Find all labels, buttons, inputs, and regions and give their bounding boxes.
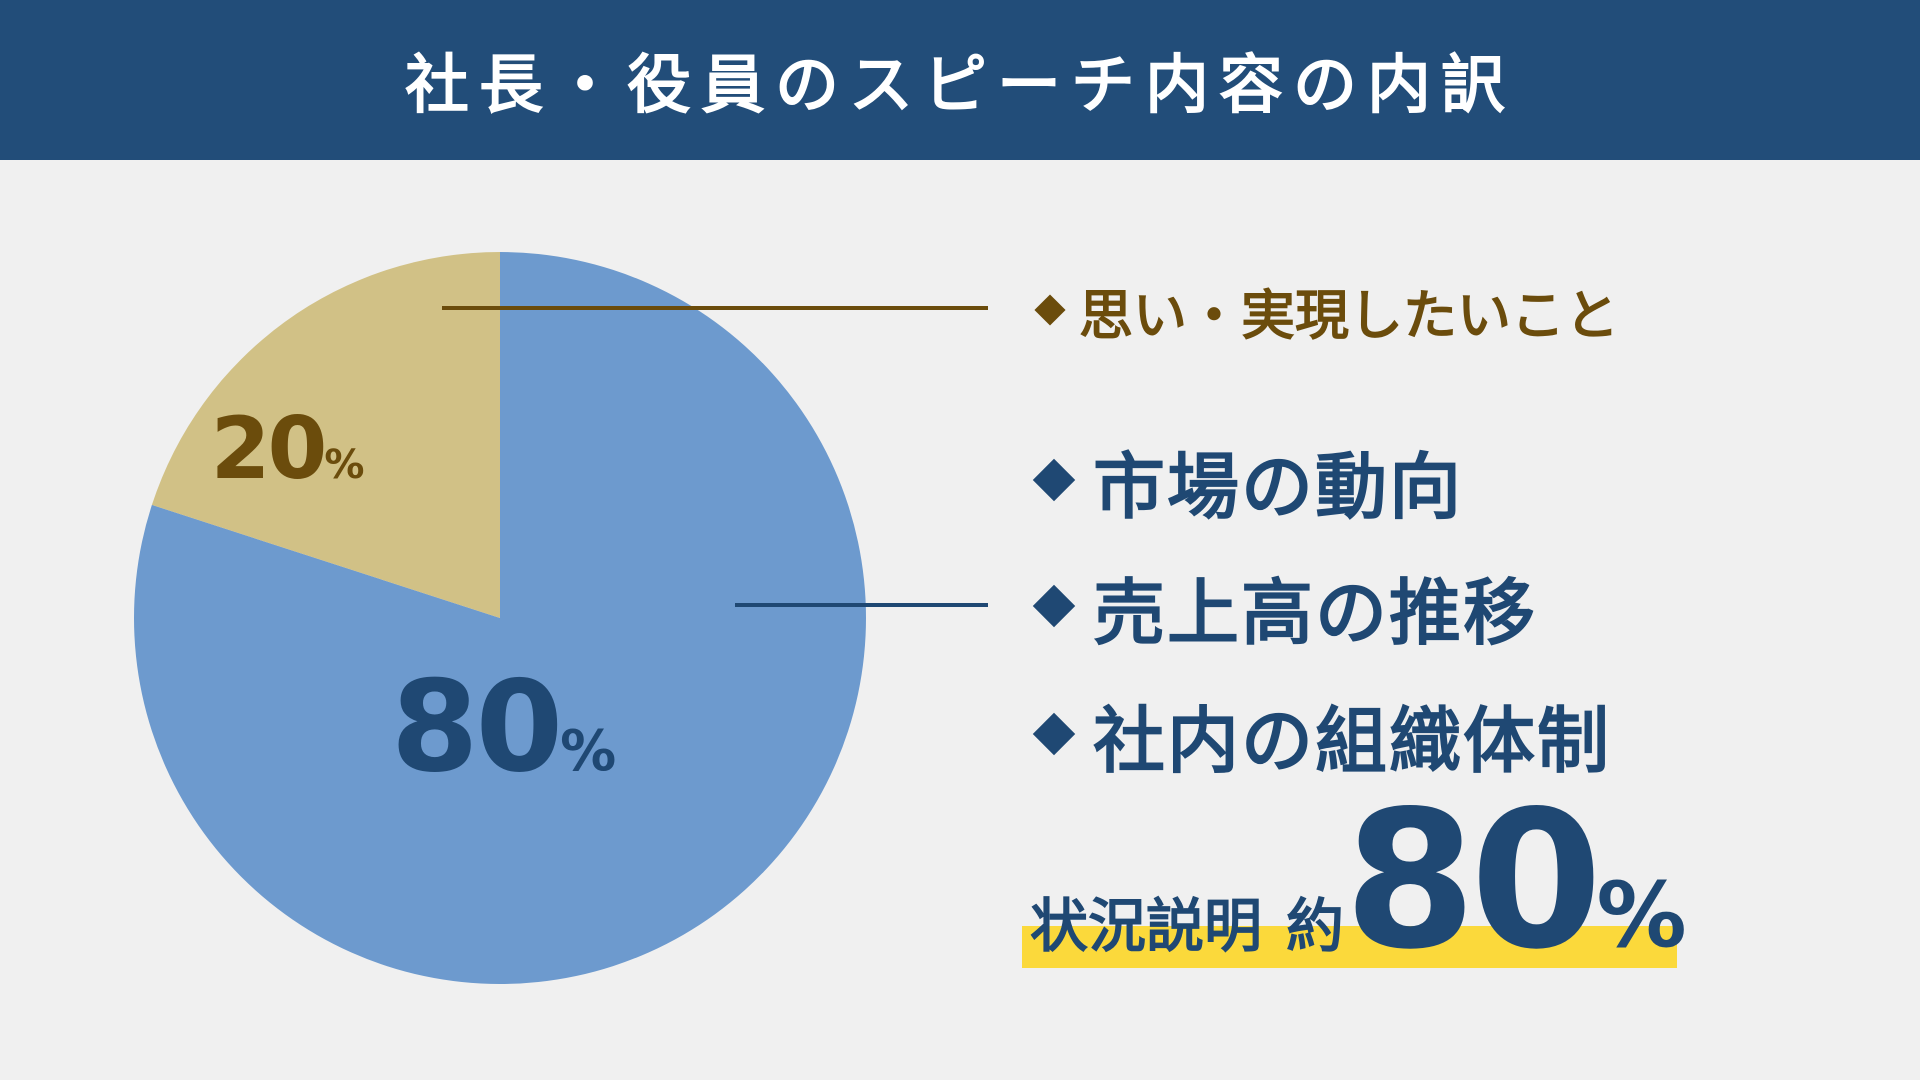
legend-item-organization: 社内の組織体制 <box>1032 686 1611 783</box>
legend-item-label: 市場の動向 <box>1093 444 1464 529</box>
summary-label: 状況説明 <box>1030 892 1263 960</box>
legend-item-thoughts: 思い・実現したいこと <box>1033 278 1619 347</box>
legend-item-label: 社内の組織体制 <box>1093 698 1612 783</box>
legend-item-market: 市場の動向 <box>1032 432 1463 529</box>
diamond-bullet-icon <box>1032 458 1076 502</box>
highlight-marker <box>1022 926 1677 968</box>
pie-slice-label-1: 20% <box>211 399 364 499</box>
summary-callout: 状況説明 約 80 % <box>1022 786 1687 980</box>
summary-unit: % <box>1596 863 1687 968</box>
diamond-bullet-icon <box>1032 712 1076 756</box>
summary-value: 80 <box>1344 770 1602 991</box>
legend-item-label: 売上高の推移 <box>1093 570 1538 655</box>
legend-item-label: 思い・実現したいこと <box>1079 283 1619 347</box>
pie-slice-label-0: 80% <box>391 653 615 800</box>
summary-prefix: 約 <box>1286 892 1345 960</box>
pie-slice-0 <box>134 252 867 984</box>
diamond-bullet-icon <box>1034 294 1066 326</box>
summary-row: 状況説明 約 80 % <box>1030 770 1687 991</box>
pie-slice-1 <box>151 251 500 618</box>
header-banner: 社長・役員のスピーチ内容の内訳 <box>0 0 1920 160</box>
diamond-bullet-icon <box>1032 584 1076 628</box>
page-title: 社長・役員のスピーチ内容の内訳 <box>405 49 1515 123</box>
legend-item-sales: 売上高の推移 <box>1032 558 1537 655</box>
